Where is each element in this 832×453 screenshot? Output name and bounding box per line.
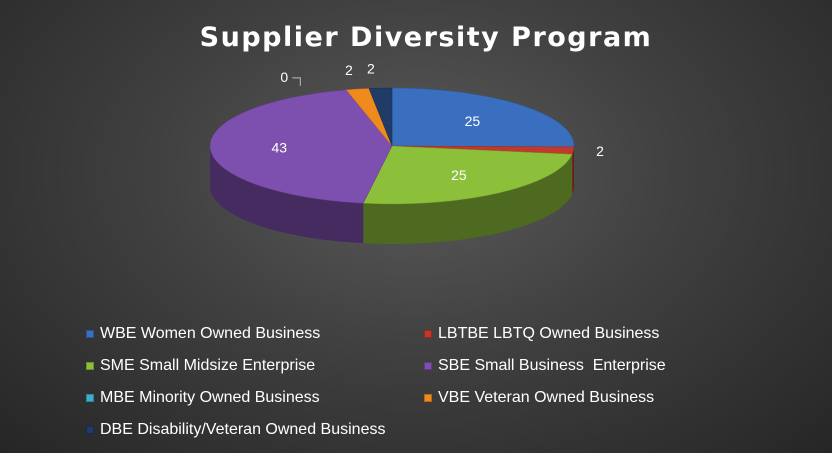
legend-swatch — [86, 426, 94, 434]
pie-slice — [362, 145, 573, 205]
legend-item: DBE Disability/Veteran Owned Business — [86, 418, 424, 442]
pie-slice — [209, 89, 393, 204]
chart-title: Supplier Diversity Program — [199, 22, 653, 53]
legend-item: SBE Small Business Enterprise — [424, 354, 764, 378]
legend-swatch — [424, 362, 432, 370]
pie-slice-side — [363, 154, 573, 244]
legend-label: MBE Minority Owned Business — [100, 389, 320, 406]
pie-slice — [368, 87, 393, 147]
legend-label: DBE Disability/Veteran Owned Business — [100, 421, 386, 438]
leader-line — [292, 77, 301, 86]
pie-slice-side — [572, 146, 574, 195]
legend-label: VBE Veteran Owned Business — [438, 389, 655, 406]
legend-swatch — [86, 394, 94, 402]
legend-item: SME Small Midsize Enterprise — [86, 354, 424, 378]
pie-slice — [391, 87, 575, 148]
data-label: 2 — [367, 61, 375, 77]
chart-legend: WBE Women Owned Business LBTBE LBTQ Owned… — [86, 322, 806, 442]
legend-label: LBTBE LBTQ Owned Business — [438, 325, 660, 342]
legend-item: LBTBE LBTQ Owned Business — [424, 322, 764, 346]
data-label: 2 — [596, 143, 604, 159]
legend-label: WBE Women Owned Business — [100, 325, 321, 342]
data-label: 25 — [451, 167, 467, 183]
legend-item: WBE Women Owned Business — [86, 322, 424, 346]
data-label: 2 — [345, 62, 353, 78]
data-label: 25 — [465, 113, 481, 129]
legend-item: VBE Veteran Owned Business — [424, 386, 764, 410]
legend-item: MBE Minority Owned Business — [86, 386, 424, 410]
legend-swatch — [86, 330, 94, 338]
data-label: 0 — [280, 69, 288, 85]
pie-slice-side — [210, 146, 364, 244]
legend-swatch — [424, 330, 432, 338]
legend-swatch — [424, 394, 432, 402]
data-label: 43 — [271, 140, 287, 156]
legend-label: SME Small Midsize Enterprise — [100, 357, 316, 374]
legend-swatch — [86, 362, 94, 370]
legend-label: SBE Small Business Enterprise — [438, 357, 666, 374]
